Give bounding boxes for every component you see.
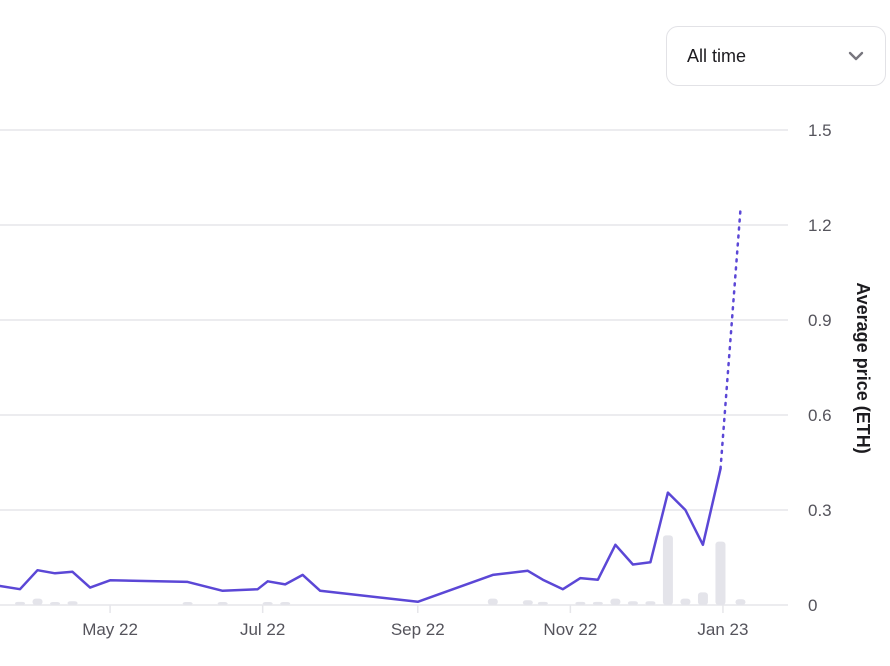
time-range-dropdown[interactable]: All time [666,26,886,86]
volume-bar [610,598,621,605]
chevron-down-icon [847,47,865,65]
volume-bar [262,602,273,605]
volume-bar [592,601,603,605]
price-lines [0,207,742,604]
volume-bar [32,598,43,605]
volume-bar [715,541,726,605]
y-tick-label: 1.2 [808,216,832,235]
volume-bar [522,600,533,605]
x-tick-label: Nov 22 [543,620,597,639]
projection-line [719,207,742,471]
price-line [0,467,722,604]
y-tick-label: 1.5 [808,121,832,140]
y-axis-ticks: 0 0.3 0.6 0.9 1.2 1.5 [808,121,832,615]
volume-bar [680,598,691,605]
volume-bar [697,592,708,605]
x-tick-label: May 22 [82,620,138,639]
y-axis-label: Average price (ETH) [853,282,873,453]
volume-bar [537,601,548,605]
volume-bar [662,535,673,605]
time-range-selected: All time [687,45,747,66]
y-tick-label: 0.3 [808,501,832,520]
volume-bar [50,602,61,605]
volume-bar [67,601,78,605]
x-tick-label: Sep 22 [391,620,445,639]
y-tick-label: 0 [808,596,817,615]
volume-bar [487,598,498,605]
grid-lines [0,129,788,606]
y-tick-label: 0.6 [808,406,832,425]
volume-bar [575,601,586,605]
x-axis-ticks: May 22 Jul 22 Sep 22 Nov 22 Jan 23 [82,605,748,639]
x-tick-label: Jul 22 [240,620,285,639]
volume-bars [15,535,746,605]
volume-bar [182,602,193,605]
y-tick-label: 0.9 [808,311,832,330]
volume-bar [735,599,746,605]
volume-bar [217,602,228,605]
volume-bar [15,601,26,605]
volume-bar [627,601,638,605]
volume-bar [645,601,656,605]
volume-bar [280,602,291,605]
x-tick-label: Jan 23 [697,620,748,639]
